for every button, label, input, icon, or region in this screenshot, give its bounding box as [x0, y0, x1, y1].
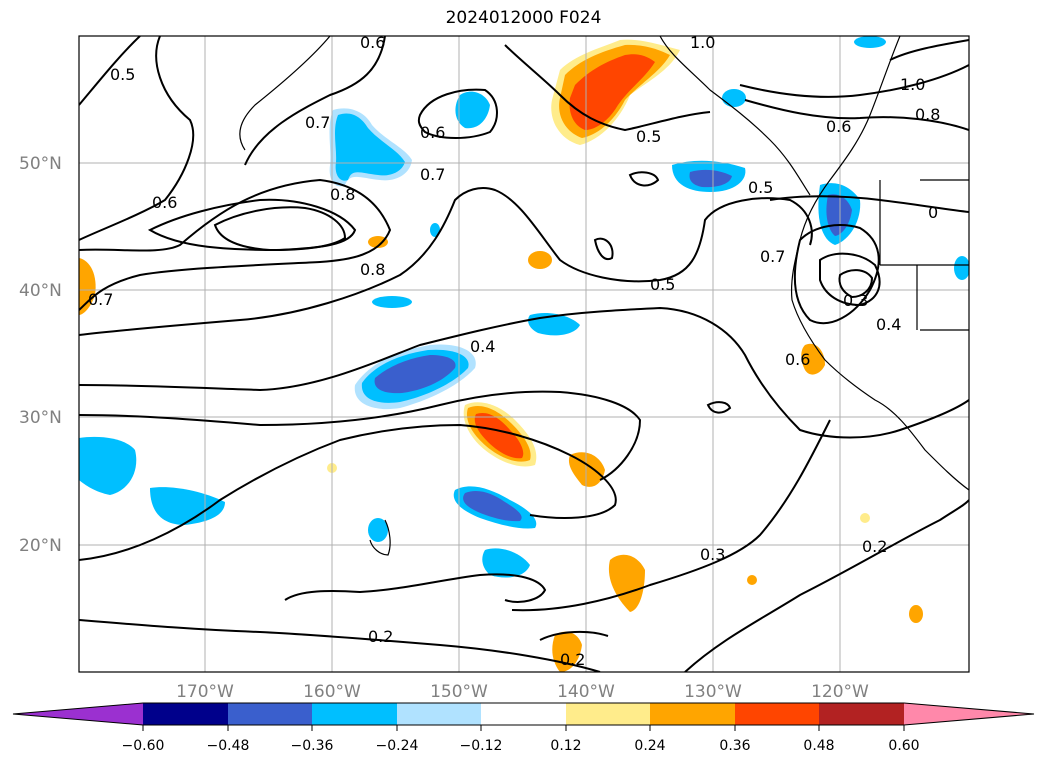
contour-label: 0.6 [420, 123, 445, 142]
colorbar-segment [819, 703, 904, 725]
map-title: 2024012000 F024 [445, 8, 602, 28]
contour-label: 0.3 [843, 291, 868, 310]
colorbar-extend-max [904, 703, 1034, 725]
colorbar-segment [650, 703, 735, 725]
colorbar-segment [312, 703, 397, 725]
colorbar-segment [481, 703, 566, 725]
contour-label: 0.8 [915, 105, 940, 124]
colorbar-tick-label: 0.60 [888, 738, 919, 754]
contour-label-group: 0.5 0.6 1.0 0.7 0.6 0.5 0.6 0.8 0.8 0.7 … [88, 33, 940, 669]
contour-label: 0 [928, 203, 938, 222]
colorbar-tick-label: −0.60 [122, 738, 165, 754]
contour-lines [79, 36, 969, 672]
contour-label: 1.0 [900, 75, 925, 94]
contour-label: 0.5 [110, 65, 135, 84]
lat-label: 50°N [19, 154, 62, 174]
contour-label: 0.6 [826, 117, 851, 136]
lon-label: 150°W [430, 682, 488, 702]
graticule [79, 36, 969, 672]
colorbar-segment [143, 703, 228, 725]
contour-label: 0.6 [360, 33, 385, 52]
longitude-labels: 170°W 160°W 150°W 140°W 130°W 120°W [176, 682, 869, 702]
contour-label: 0.6 [152, 193, 177, 212]
colorbar-ticks [142, 725, 905, 731]
contour-label: 0.5 [650, 275, 675, 294]
contour-label: 0.7 [305, 113, 330, 132]
contour-label: 0.6 [785, 350, 810, 369]
lat-label: 20°N [19, 536, 62, 556]
lat-label: 40°N [19, 281, 62, 301]
contour-label: 0.5 [636, 127, 661, 146]
contour-label: 0.4 [876, 315, 901, 334]
latitude-labels: 50°N 40°N 30°N 20°N [19, 154, 62, 556]
colorbar-tick-label: 0.12 [550, 738, 581, 754]
colorbar-tick-label: −0.12 [460, 738, 503, 754]
colorbar-segment [397, 703, 481, 725]
coastlines [239, 36, 969, 556]
colorbar-tick-label: 0.48 [803, 738, 834, 754]
colorbar: −0.60 −0.48 −0.36 −0.24 −0.12 0.12 0.24 … [12, 702, 1035, 754]
contour-label: 0.7 [88, 290, 113, 309]
colorbar-segment [228, 703, 312, 725]
colorbar-tick-label: −0.48 [207, 738, 250, 754]
colorbar-tick-label: 0.36 [719, 738, 750, 754]
contour-label: 0.7 [760, 247, 785, 266]
colorbar-tick-label: 0.24 [634, 738, 665, 754]
contour-label: 0.4 [470, 337, 495, 356]
lon-label: 160°W [303, 682, 361, 702]
contour-label: 0.8 [360, 260, 385, 279]
lat-label: 30°N [19, 408, 62, 428]
contour-label: 0.2 [368, 627, 393, 646]
lon-label: 120°W [811, 682, 869, 702]
plot-frame [78, 35, 970, 673]
contour-label: 0.8 [330, 185, 355, 204]
colorbar-tick-label: −0.24 [376, 738, 419, 754]
colorbar-segment [735, 703, 819, 725]
contour-label: 0.3 [700, 545, 725, 564]
contour-label: 0.2 [862, 537, 887, 556]
shaded-regions [79, 36, 969, 672]
lon-label: 170°W [176, 682, 234, 702]
contour-label: 0.7 [420, 165, 445, 184]
colorbar-segment [566, 703, 650, 725]
contour-label: 1.0 [690, 33, 715, 52]
colorbar-extend-min [13, 703, 143, 725]
contour-label: 0.5 [748, 178, 773, 197]
lon-label: 130°W [684, 682, 742, 702]
contour-label: 0.2 [560, 650, 585, 669]
colorbar-tick-label: −0.36 [291, 738, 334, 754]
lon-label: 140°W [557, 682, 615, 702]
